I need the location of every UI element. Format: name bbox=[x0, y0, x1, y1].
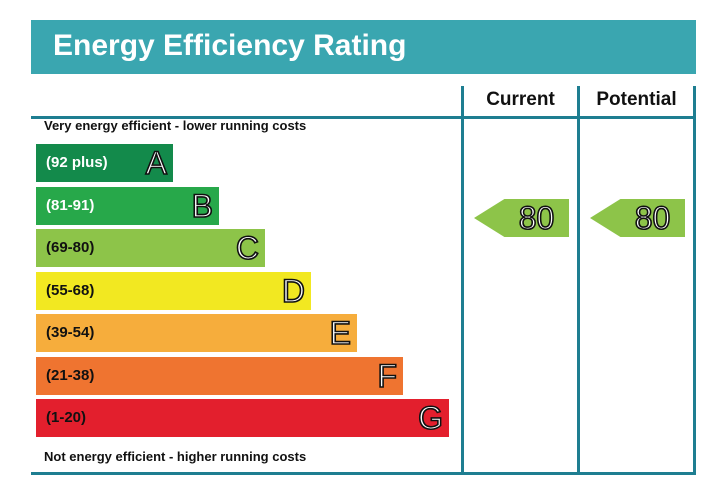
potential-rating-arrow: 80 bbox=[590, 199, 685, 237]
band-range-label: (21-38) bbox=[46, 366, 95, 384]
band-range-label: (69-80) bbox=[46, 239, 95, 256]
band-c: (69-80) C bbox=[36, 229, 265, 267]
potential-rating-value: 80 bbox=[634, 199, 671, 237]
band-letter: A bbox=[145, 144, 168, 182]
band-d: (55-68) D bbox=[36, 271, 311, 310]
band-letter: C bbox=[235, 229, 260, 267]
band-range-label: (92 plus) bbox=[46, 154, 108, 171]
band-f: (21-38) F bbox=[36, 356, 403, 395]
bottom-note: Not energy efficient - higher running co… bbox=[44, 449, 307, 464]
band-letter: G bbox=[417, 399, 443, 437]
right-edge-line bbox=[693, 86, 696, 475]
band-e: (39-54) E bbox=[36, 314, 357, 352]
band-letter: D bbox=[281, 272, 306, 310]
current-rating-arrow: 80 bbox=[474, 199, 569, 237]
top-note: Very energy efficient - lower running co… bbox=[44, 118, 307, 133]
current-rating-value: 80 bbox=[518, 199, 555, 237]
band-range-label: (39-54) bbox=[46, 324, 95, 341]
band-g: (1-20) G bbox=[36, 399, 449, 437]
header-divider-line bbox=[31, 116, 696, 119]
potential-column-left-line bbox=[577, 86, 580, 475]
bottom-line bbox=[31, 472, 696, 475]
chart-title: Energy Efficiency Rating bbox=[53, 29, 407, 62]
band-range-label: (55-68) bbox=[46, 281, 95, 299]
band-letter: F bbox=[377, 357, 398, 395]
title-bar: Energy Efficiency Rating bbox=[31, 20, 696, 74]
band-range-label: (1-20) bbox=[46, 409, 87, 426]
band-letter: E bbox=[329, 314, 352, 352]
band-b: (81-91) B bbox=[36, 186, 219, 225]
band-letter: B bbox=[191, 187, 214, 225]
current-column-left-line bbox=[461, 86, 464, 475]
band-range-label: (81-91) bbox=[46, 196, 95, 214]
column-header-current: Current bbox=[486, 89, 555, 110]
column-header-potential: Potential bbox=[596, 89, 677, 110]
band-a: (92 plus) A bbox=[36, 144, 173, 182]
